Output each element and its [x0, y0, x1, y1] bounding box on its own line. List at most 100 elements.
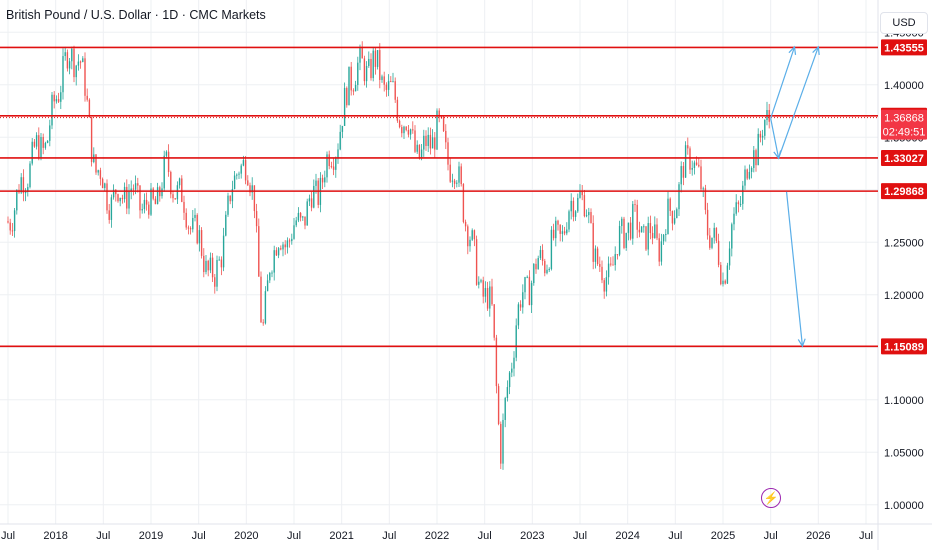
projection-arrows[interactable] [770, 45, 820, 348]
candle-body [196, 214, 198, 244]
candle-body [7, 221, 9, 223]
candle-body [154, 198, 157, 205]
candle-body [596, 248, 599, 265]
candle-body [11, 230, 14, 232]
y-tick-label: 1.25000 [884, 237, 924, 249]
candle-body [271, 272, 273, 274]
candlestick-series [7, 41, 770, 470]
candle-body [568, 211, 570, 230]
candle-body [352, 90, 355, 92]
x-axis: Jul 2018 Jul 2019 Jul 2020 Jul 2021 Jul 2022 Jul 20… [1, 530, 873, 542]
candle-body [216, 260, 218, 287]
candle-body [480, 280, 482, 282]
candle-body [178, 178, 181, 186]
currency-selector[interactable]: USD [880, 12, 928, 34]
candle-body [667, 198, 669, 235]
candle-body [365, 65, 368, 82]
candle-body [374, 50, 377, 67]
candle-body [66, 52, 69, 69]
candle-body [673, 218, 676, 224]
candle-body [431, 137, 434, 149]
candle-body [621, 218, 623, 227]
lightning-icon[interactable]: ⚡ [761, 488, 781, 508]
candle-body [590, 212, 592, 224]
candle-body [145, 199, 148, 205]
candle-body [372, 50, 374, 79]
y-tick-label: 1.10000 [884, 395, 924, 407]
candle-body [658, 238, 660, 262]
candle-body [119, 197, 121, 202]
candle-body [293, 225, 295, 239]
candle-body [97, 170, 99, 173]
candle-body [273, 250, 275, 273]
candle-body [405, 126, 407, 131]
candle-body [68, 61, 71, 69]
candle-body [634, 204, 636, 206]
candle-body [508, 372, 511, 388]
x-tick-label: Jul [1, 530, 15, 542]
candle-body [337, 149, 339, 159]
candle-body [53, 94, 55, 102]
candle-body [240, 165, 242, 174]
candle-body [277, 248, 280, 256]
candle-body [638, 229, 641, 233]
candle-body [526, 276, 528, 278]
candle-body [469, 239, 471, 247]
x-tick-label: Jul [859, 530, 873, 542]
candle-body [370, 58, 372, 79]
candle-body [654, 224, 656, 239]
candle-body [376, 50, 379, 67]
candle-body [623, 218, 625, 248]
candle-body [574, 211, 577, 217]
candle-body [761, 135, 764, 138]
candle-body [183, 201, 185, 213]
candle-body [152, 188, 154, 199]
x-tick-label: Jul [573, 530, 587, 542]
candle-body [438, 110, 440, 117]
candle-body [737, 202, 740, 205]
candle-body [123, 186, 126, 200]
level-price-label: 1.29868 [884, 186, 924, 198]
candle-body [720, 264, 722, 285]
candle-body [489, 286, 491, 309]
candle-body [40, 136, 42, 159]
candle-body [200, 230, 203, 256]
candle-body [137, 183, 139, 186]
candle-body [753, 150, 755, 169]
level-price-tag [881, 338, 927, 355]
candle-body [57, 99, 60, 102]
candle-body [194, 214, 196, 218]
candle-body [343, 87, 346, 126]
candle-body [88, 99, 91, 118]
current-price-tag [881, 109, 927, 140]
candle-body [709, 235, 711, 248]
candle-body [502, 419, 504, 464]
candle-body [225, 214, 227, 236]
candle-body [544, 260, 546, 274]
y-axis: 1.450001.400001.350001.300001.250001.200… [884, 27, 924, 512]
x-tick-label: 2022 [425, 530, 449, 542]
candle-body [359, 47, 361, 63]
candle-body [447, 142, 449, 165]
candle-body [605, 277, 608, 292]
projection-arrow-line [778, 46, 819, 159]
candle-body [390, 81, 392, 83]
candle-body [308, 198, 311, 202]
candle-body [170, 171, 172, 195]
candle-body [647, 223, 649, 250]
candle-body [101, 178, 104, 189]
candle-body [282, 244, 284, 250]
price-level-labels: 1.435551.370461.330271.298681.150891.368… [881, 39, 927, 355]
candle-body [315, 180, 317, 186]
chart-title: British Pound / U.S. Dollar · 1D · CMC M… [6, 8, 266, 22]
candle-body [513, 357, 515, 369]
candle-body [110, 197, 113, 220]
candle-body [495, 337, 498, 387]
support-resistance-levels[interactable] [0, 46, 878, 348]
candle-body [612, 264, 614, 266]
x-tick-label: Jul [478, 530, 492, 542]
candle-body [31, 141, 33, 164]
candle-body [636, 204, 638, 230]
candle-body [275, 250, 278, 256]
